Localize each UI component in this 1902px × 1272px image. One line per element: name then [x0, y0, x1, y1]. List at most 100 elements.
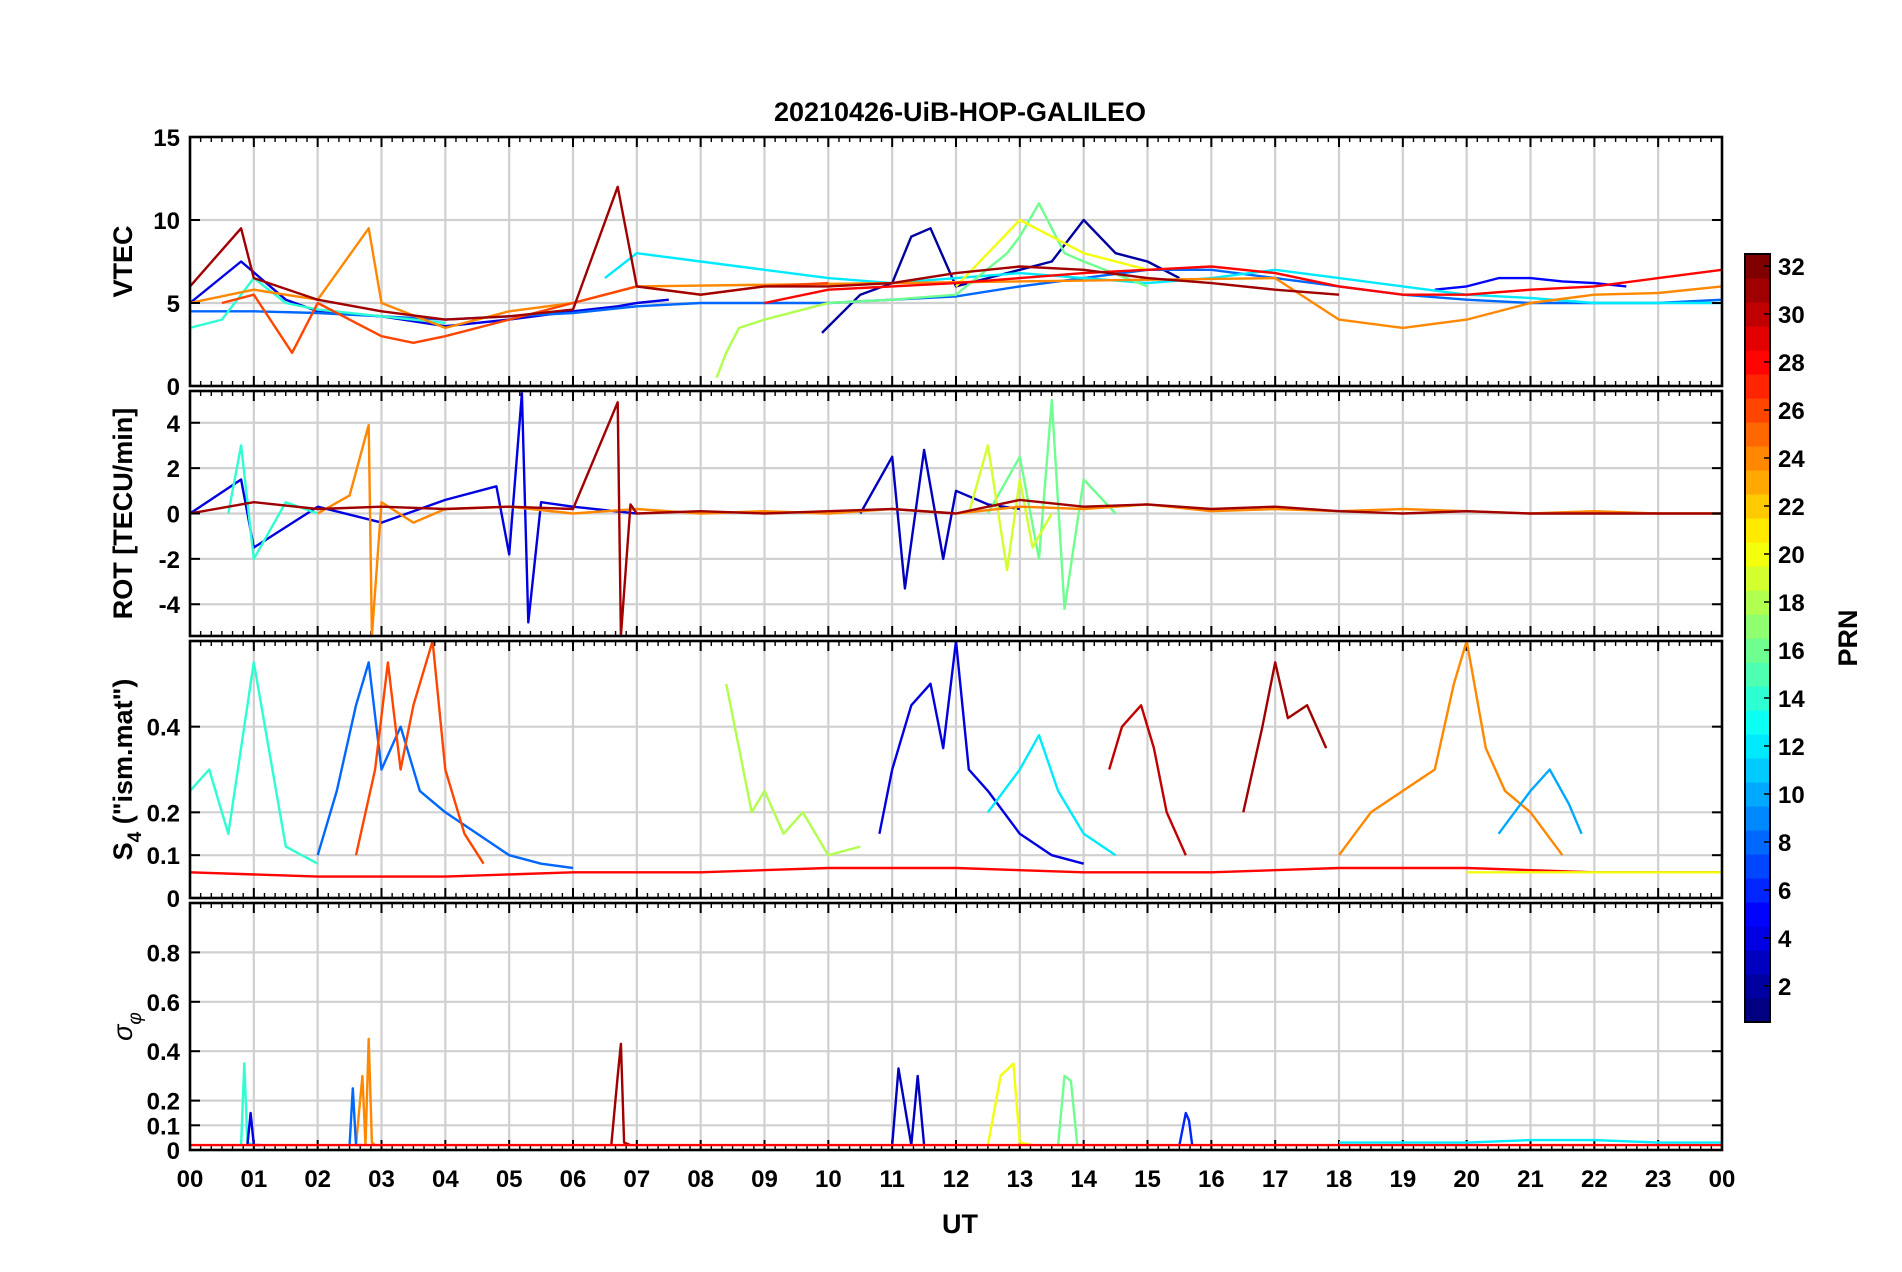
- series-line-prn-12: [1339, 1138, 1722, 1144]
- y-tick-label: 0: [167, 1138, 180, 1165]
- x-tick-label: 09: [751, 1166, 778, 1193]
- series-line-prn-28: [190, 866, 1722, 878]
- colorbar-swatch: [1745, 422, 1770, 447]
- series-group: [190, 641, 1722, 878]
- panel-frame: [188, 135, 1724, 388]
- panel-VTEC: 0 5 10 15 VTEC: [108, 125, 1724, 401]
- x-tick-label: 11: [879, 1166, 904, 1193]
- colorbar-frame: [1744, 253, 1771, 1023]
- series-line-prn-14: [239, 1062, 255, 1147]
- colorbar-tick-label: 2: [1778, 974, 1791, 1001]
- y-tick-label: 0.2: [147, 800, 180, 827]
- colorbar-swatch: [1745, 278, 1770, 303]
- colorbar-swatch: [1745, 566, 1770, 591]
- colorbar-tick-label: 26: [1778, 398, 1805, 425]
- series-line-prn-24: [1338, 641, 1564, 856]
- x-tick-label: 12: [943, 1166, 970, 1193]
- colorbar-tick-label: 24: [1778, 446, 1805, 473]
- colorbar-tick-label: 16: [1778, 638, 1805, 665]
- y-tick-label: 15: [153, 125, 180, 152]
- colorbar-tick-label: 30: [1778, 302, 1805, 329]
- colorbar-tick-label: 6: [1778, 878, 1791, 905]
- series-line-prn-12: [604, 251, 1722, 305]
- y-tick-label: 0.1: [147, 843, 180, 870]
- y-axis-label: σφ: [108, 1012, 146, 1041]
- y-tick-label: 10: [153, 208, 180, 235]
- x-tick-label: 07: [623, 1166, 650, 1193]
- y-tick-label: 0.4: [147, 1039, 181, 1066]
- colorbar-swatch: [1745, 518, 1770, 543]
- colorbar-tick-label: 22: [1778, 494, 1805, 521]
- series-line-prn-24: [354, 1037, 376, 1147]
- colorbar-tick-label: 32: [1778, 254, 1805, 281]
- colorbar-swatch: [1745, 662, 1770, 687]
- colorbar-swatch: [1745, 806, 1770, 831]
- panel-frame: [188, 389, 1724, 638]
- x-tick-label: 15: [1134, 1166, 1161, 1193]
- x-tick-label: 14: [1070, 1166, 1097, 1193]
- y-axis-label: S4 ("ism.mat"): [108, 679, 146, 861]
- x-tick-label: 02: [304, 1166, 331, 1193]
- series-line-prn-31: [190, 401, 1722, 636]
- figure-title: 20210426-UiB-HOP-GALILEO: [774, 97, 1146, 127]
- x-tick-label: 17: [1262, 1166, 1289, 1193]
- series-line-prn-30: [1108, 704, 1187, 856]
- colorbar-swatch: [1745, 614, 1770, 639]
- series-line-prn-16: [1056, 1074, 1079, 1146]
- series-group: [190, 185, 1722, 379]
- x-tick-label: 05: [496, 1166, 523, 1193]
- colorbar-swatch: [1745, 950, 1770, 975]
- colorbar-swatch: [1745, 470, 1770, 495]
- series-line-prn-5: [1434, 276, 1627, 291]
- colorbar-tick-label: 10: [1778, 782, 1805, 809]
- series-line-prn-18: [725, 683, 861, 857]
- colorbar-swatch: [1745, 998, 1770, 1023]
- x-tick-label: 00: [1709, 1166, 1736, 1193]
- x-tick-label: 03: [368, 1166, 395, 1193]
- x-tick-label: 08: [687, 1166, 714, 1193]
- series-line-prn-31: [610, 1042, 631, 1147]
- colorbar-tick-label: 18: [1778, 590, 1805, 617]
- x-tick-label: 04: [432, 1166, 459, 1193]
- y-tick-label: 4: [167, 411, 181, 438]
- y-tick-label: -4: [159, 592, 181, 619]
- colorbar-swatch: [1745, 758, 1770, 783]
- y-tick-label: 0.8: [147, 940, 180, 967]
- series-line-prn-26: [354, 641, 485, 865]
- y-tick-label: 0: [167, 374, 180, 401]
- series-line-prn-10: [1497, 768, 1583, 835]
- x-tick-label: 16: [1198, 1166, 1225, 1193]
- x-tick-label: 19: [1389, 1166, 1416, 1193]
- colorbar-tick-label: 28: [1778, 350, 1805, 377]
- x-tick-label: 22: [1581, 1166, 1608, 1193]
- colorbar-tick-label: 8: [1778, 830, 1791, 857]
- series-line-prn-8: [316, 661, 574, 870]
- colorbar-swatch: [1745, 902, 1770, 927]
- y-tick-label: 0.2: [147, 1089, 180, 1116]
- series-line-prn-16: [986, 398, 1117, 610]
- y-axis-label: ROT [TECU/min]: [108, 408, 138, 619]
- colorbar-swatch: [1745, 854, 1770, 879]
- y-tick-label: 2: [167, 456, 180, 483]
- series-line-prn-14: [190, 276, 446, 330]
- x-tick-label: 06: [560, 1166, 587, 1193]
- colorbar-tick-label: 4: [1778, 926, 1792, 953]
- x-tick-label: 21: [1517, 1166, 1544, 1193]
- series-line-prn-18: [715, 301, 829, 379]
- series-line-prn-31: [190, 185, 1340, 321]
- colorbar-label: PRN: [1833, 609, 1863, 666]
- y-axis-label: VTEC: [108, 225, 138, 297]
- x-tick-label: 10: [815, 1166, 842, 1193]
- x-tick-label: 18: [1326, 1166, 1353, 1193]
- colorbar-swatch: [1745, 710, 1770, 735]
- x-tick-label: 23: [1645, 1166, 1672, 1193]
- y-tick-label: 0: [167, 886, 180, 913]
- panel-frame: [188, 901, 1724, 1152]
- panel-ROT: -4 -2 0 2 4 ROT [TECU/min]: [108, 389, 1724, 638]
- y-tick-label: 0.6: [147, 990, 180, 1017]
- series-line-prn-20: [986, 1062, 1033, 1147]
- panel-sigma_phi: 00.10.2 0.4 0.6 0.8 σφ: [108, 901, 1724, 1165]
- x-tick-label: 01: [240, 1166, 267, 1193]
